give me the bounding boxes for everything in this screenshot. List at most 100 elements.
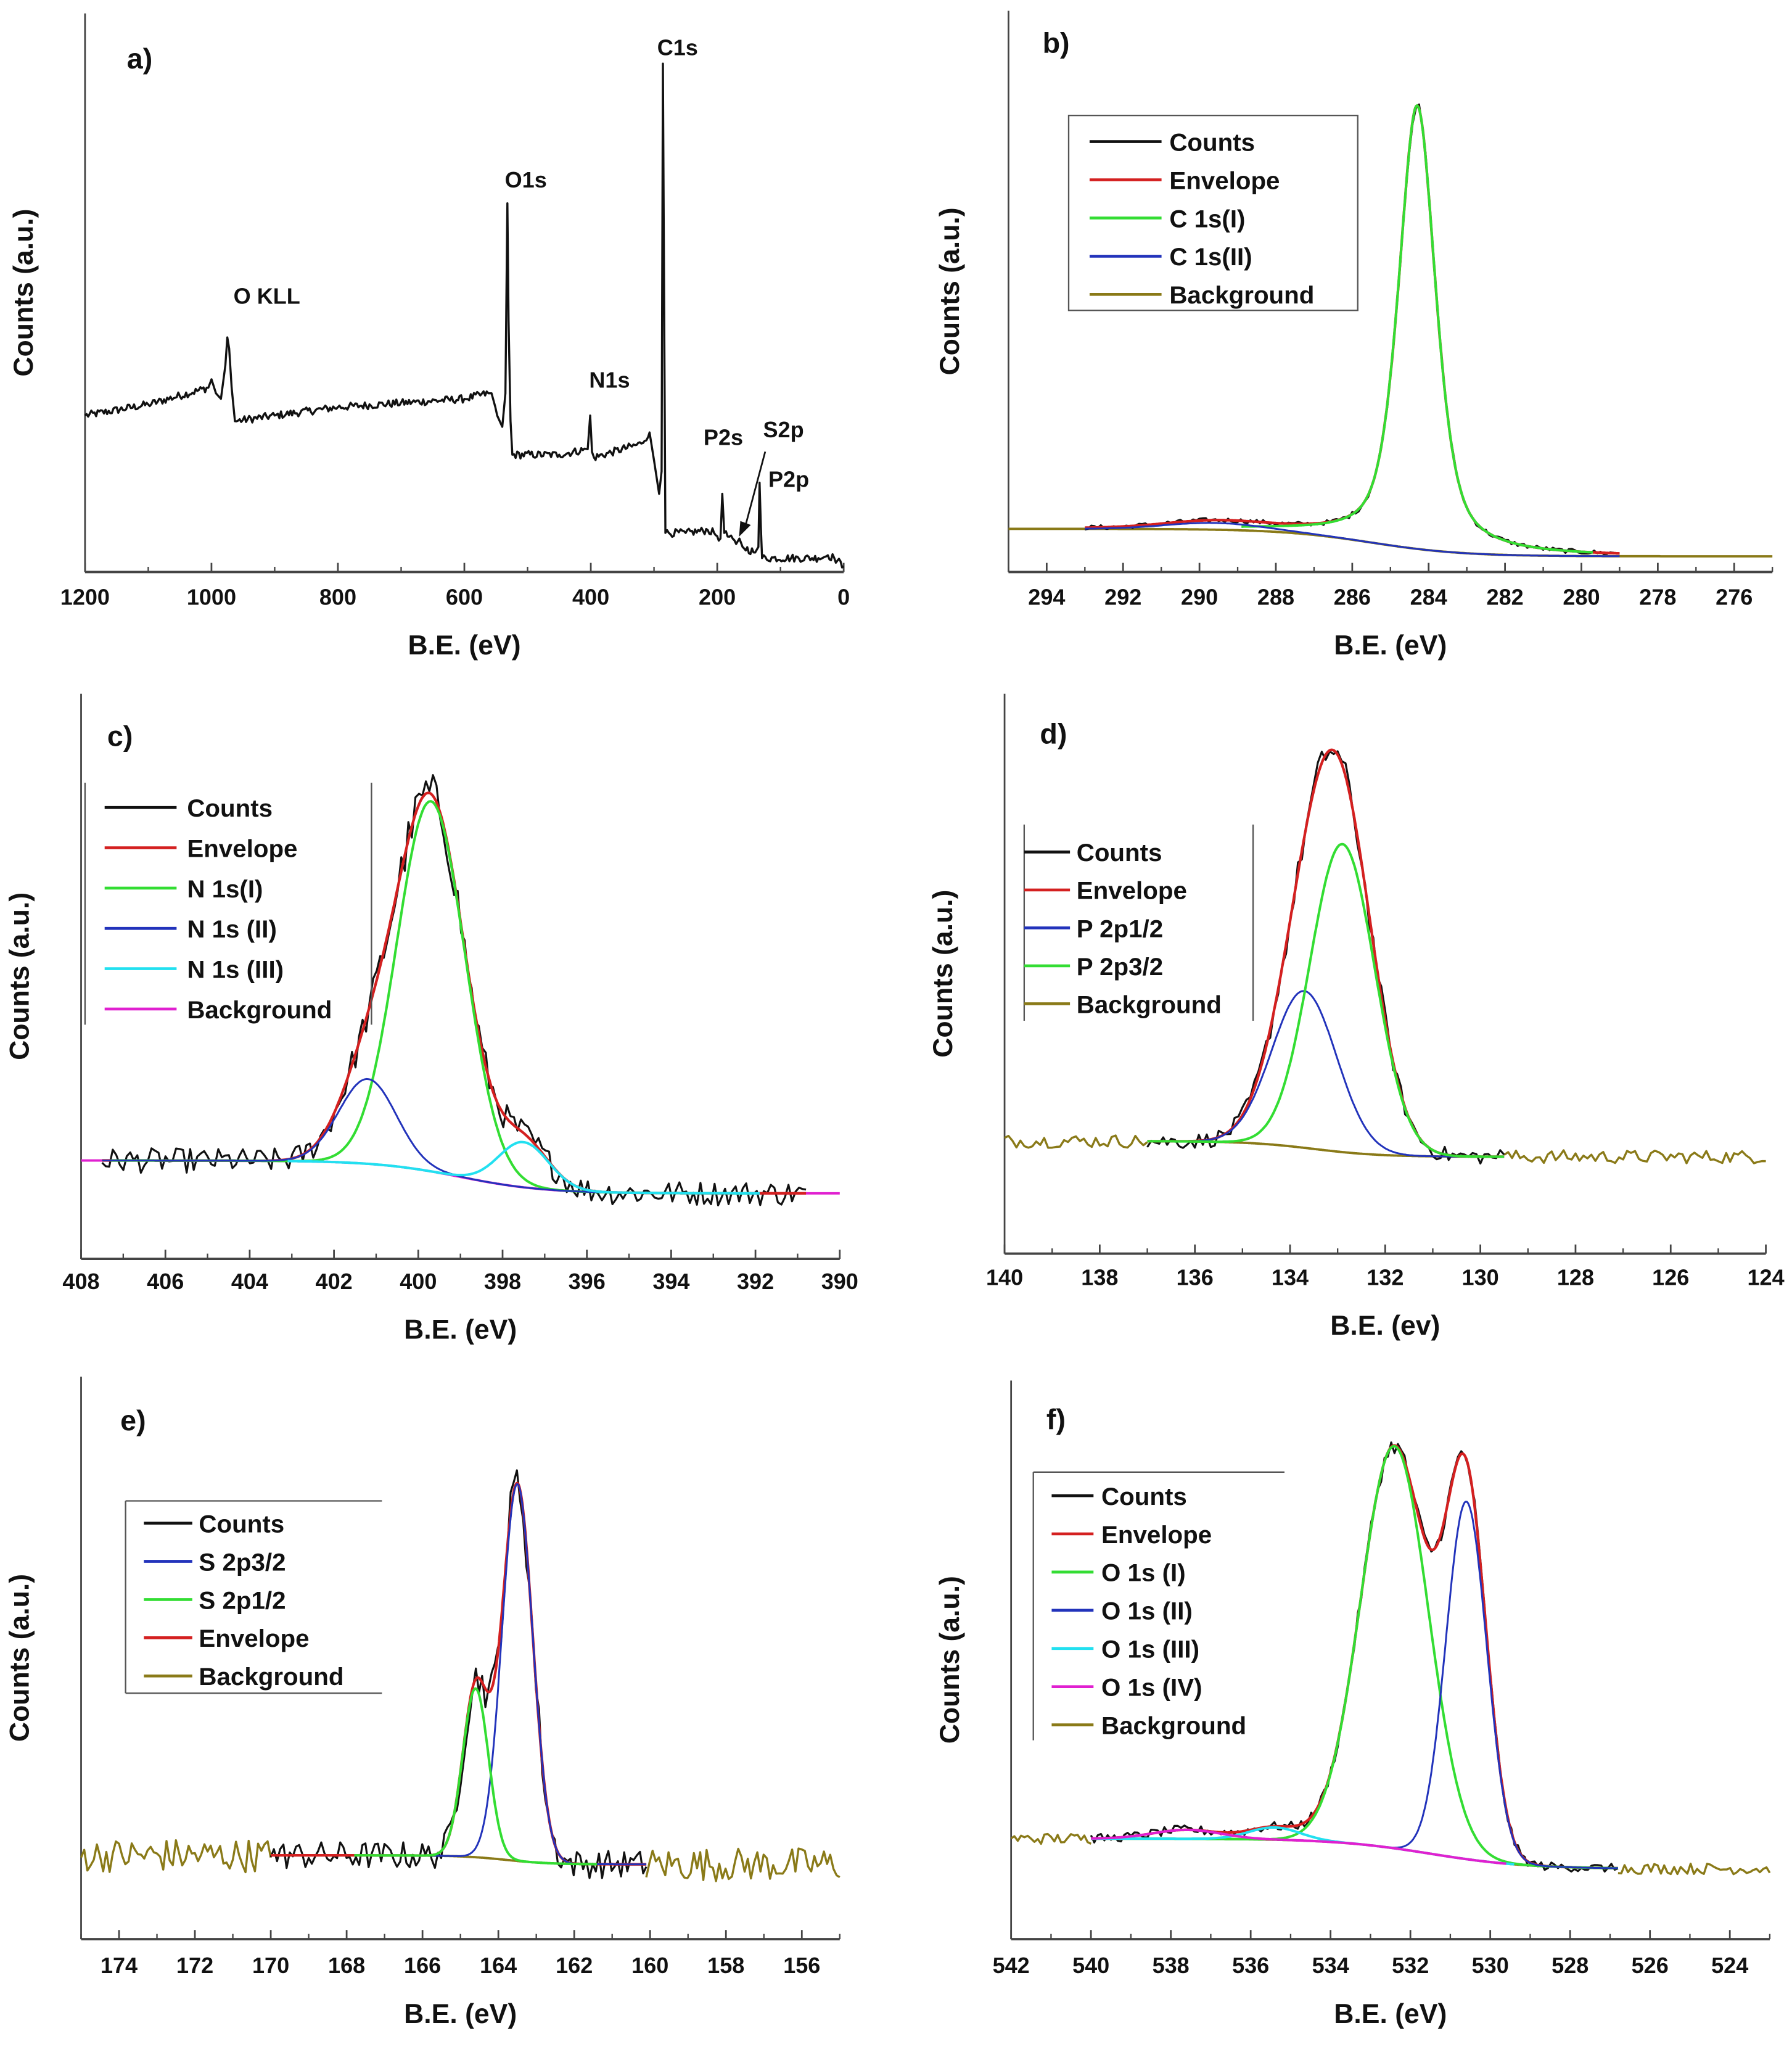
tick-label: 162	[556, 1953, 593, 1978]
legend-label: Background	[187, 996, 332, 1024]
background-noisy-left	[1004, 1134, 1148, 1149]
legend-label: Background	[1169, 281, 1314, 309]
panel-label: a)	[127, 43, 153, 75]
tick-label: 126	[1652, 1264, 1689, 1290]
tick-label: 284	[1410, 584, 1447, 609]
tick-label: 534	[1312, 1953, 1349, 1978]
legend-label: O 1s (I)	[1101, 1559, 1186, 1587]
panel-label: d)	[1040, 717, 1067, 749]
y-axis-label: Counts (a.u.)	[5, 892, 35, 1060]
legend: Counts S 2p3/2 S 2p1/2 Envelope Background	[125, 1500, 382, 1694]
tick-label: 130	[1462, 1264, 1499, 1290]
legend-label: N 1s(I)	[187, 875, 263, 903]
x-axis-label: B.E. (eV)	[408, 630, 520, 661]
legend-label: O 1s (III)	[1101, 1636, 1199, 1663]
legend-label: Envelope	[199, 1625, 309, 1652]
legend-label: Counts	[187, 794, 273, 822]
tick-label: 536	[1232, 1953, 1269, 1978]
legend-label: Background	[199, 1663, 343, 1691]
tick-label: 132	[1367, 1264, 1404, 1290]
tick-label: 200	[699, 584, 736, 609]
tick-label: 600	[446, 584, 483, 609]
panel-label: e)	[120, 1404, 146, 1436]
tick-label: 404	[231, 1269, 268, 1294]
legend-label: S 2p3/2	[199, 1548, 286, 1576]
survey-spectrum-line	[84, 62, 845, 569]
x-axis-label: B.E. (ev)	[1330, 1311, 1440, 1341]
peak-annotation: P2s	[704, 425, 743, 450]
legend-frame	[1067, 115, 1358, 311]
legend-label: S 2p1/2	[199, 1586, 286, 1614]
legend-label: P 2p1/2	[1077, 915, 1163, 942]
y-axis-label: Counts (a.u.)	[928, 890, 958, 1058]
component-line-o-1s-ii-	[1275, 1501, 1618, 1869]
legend-label: Envelope	[1169, 167, 1280, 194]
component-line-n-1s-iii-	[287, 1140, 760, 1195]
legend: Counts Envelope O 1s (I) O 1s (II) O 1s (III…	[1032, 1471, 1284, 1741]
tick-label: 524	[1711, 1953, 1748, 1978]
tick-label: 128	[1557, 1264, 1594, 1290]
panel-e: 174 172 170 168 166 164 162 160 158 156 B.E. (eV) C…	[5, 1376, 841, 2029]
component-line-c-1s-i-	[1241, 104, 1593, 554]
tick-label: 1000	[187, 584, 236, 609]
legend-label: Envelope	[1101, 1521, 1212, 1549]
tick-label: 532	[1392, 1953, 1429, 1978]
legend: Counts Envelope C 1s(I) C 1s(II) Background	[1067, 115, 1358, 311]
background-noisy-right	[1503, 1149, 1766, 1164]
panel-c: 408 406 404 402 400 398 396 394 392 390 B.E. (eV) C…	[5, 693, 858, 1345]
legend-label: Counts	[1169, 128, 1255, 156]
component-line-s-2p1-2	[353, 1687, 598, 1866]
tick-label: 396	[569, 1269, 606, 1294]
tick-label: 526	[1632, 1953, 1669, 1978]
legend-label: Counts	[1077, 839, 1162, 867]
component-line-p-2p1-2	[1147, 990, 1505, 1158]
tick-label: 134	[1272, 1264, 1309, 1290]
tick-label: 292	[1104, 584, 1141, 609]
tick-label: 542	[993, 1953, 1030, 1978]
peak-annotation: N1s	[589, 367, 630, 392]
x-axis-label: B.E. (eV)	[1334, 1999, 1447, 2029]
panel-a: 1200 1000 800 600 400 200 0 B.E. (eV) Counts (a.…	[9, 13, 850, 661]
y-axis-label: Counts (a.u.)	[935, 207, 965, 375]
counts-line	[1084, 103, 1620, 555]
tick-label: 1200	[60, 584, 110, 609]
tick-label: 392	[737, 1269, 774, 1294]
legend-label: Background	[1077, 991, 1222, 1018]
tick-label: 280	[1563, 584, 1600, 609]
tick-label: 290	[1181, 584, 1218, 609]
tick-label: 400	[400, 1269, 437, 1294]
peak-annotation: O KLL	[234, 284, 300, 309]
background-noisy-left	[80, 1839, 272, 1874]
tick-label: 390	[821, 1269, 858, 1294]
x-axis-label: B.E. (eV)	[404, 1314, 517, 1345]
envelope-line	[1084, 104, 1620, 555]
panel-d: 140 138 136 134 132 130 128 126 124 B.E. (ev) Coun…	[928, 693, 1785, 1341]
legend-label: Counts	[1101, 1483, 1187, 1510]
tick-label: 294	[1028, 584, 1065, 609]
tick-label: 168	[328, 1953, 365, 1978]
tick-label: 800	[319, 584, 356, 609]
tick-label: 394	[652, 1269, 689, 1294]
background-line	[1008, 527, 1773, 558]
tick-label: 530	[1472, 1953, 1509, 1978]
legend-label: C 1s(I)	[1169, 205, 1245, 233]
background-noisy-right	[1617, 1862, 1771, 1876]
tick-label: 124	[1747, 1264, 1784, 1290]
legend: Counts Envelope N 1s(I) N 1s (II) N 1s (III)…	[84, 782, 372, 1025]
x-axis-label: B.E. (eV)	[1334, 630, 1447, 661]
tick-label: 170	[252, 1953, 289, 1978]
tick-label: 138	[1081, 1264, 1118, 1290]
tick-label: 286	[1334, 584, 1371, 609]
counts-line	[101, 774, 807, 1206]
panel-f: 542 540 538 536 534 532 530 528 526 524 B.E. (eV) C…	[935, 1380, 1771, 2029]
peak-annotation: C1s	[657, 35, 698, 60]
tick-label: 282	[1487, 584, 1524, 609]
counts-line	[1146, 750, 1505, 1165]
panel-b: 294 292 290 288 286 284 282 280 278 276 B.E. (eV) C…	[935, 10, 1774, 661]
legend-label: Envelope	[187, 834, 297, 862]
tick-label: 288	[1257, 584, 1294, 609]
tick-label: 398	[484, 1269, 521, 1294]
tick-label: 400	[572, 584, 609, 609]
tick-label: 406	[147, 1269, 184, 1294]
